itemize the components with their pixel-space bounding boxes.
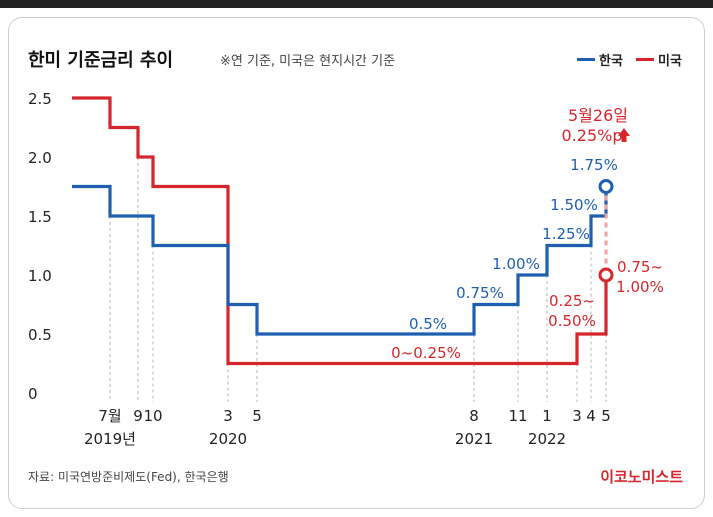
card-frame bbox=[8, 17, 705, 509]
x-tick-label: 7월 bbox=[98, 407, 121, 425]
x-tick-label: 3 bbox=[223, 407, 233, 425]
legend-item-korea: 한국 bbox=[577, 50, 623, 69]
data-label-korea: 1.25% bbox=[542, 225, 590, 243]
x-tick-label: 10 bbox=[143, 407, 162, 425]
data-label-usa: 1.00% bbox=[616, 278, 664, 296]
series-line-usa bbox=[72, 96, 608, 366]
data-label-usa: 0.25~ bbox=[549, 292, 595, 310]
data-label-korea: 1.00% bbox=[492, 255, 540, 273]
legend-label-usa: 미국 bbox=[658, 54, 682, 69]
x-tick-label: 8 bbox=[469, 407, 479, 425]
x-tick-label: 1 bbox=[542, 407, 552, 425]
x-year-label: 2022 bbox=[528, 430, 566, 448]
legend-label-korea: 한국 bbox=[599, 54, 623, 69]
y-tick-label: 0 bbox=[28, 385, 38, 403]
y-tick-label: 2.0 bbox=[28, 149, 52, 167]
x-tick-label: 5 bbox=[601, 407, 611, 425]
x-year-label: 2019년 bbox=[84, 430, 136, 448]
up-arrow-icon bbox=[618, 128, 630, 142]
data-label-korea: 1.75% bbox=[570, 156, 618, 174]
x-tick-label: 4 bbox=[586, 407, 596, 425]
unit-note: ※연 기준, 미국은 현지시간 기준 bbox=[220, 54, 396, 69]
legend-swatch-usa bbox=[636, 58, 654, 61]
source-note: 자료: 미국연방준비제도(Fed), 한국은행 bbox=[28, 470, 229, 484]
y-tick-label: 1.5 bbox=[28, 208, 52, 226]
top-bar bbox=[0, 0, 713, 8]
legend-item-usa: 미국 bbox=[636, 50, 682, 69]
x-tick-label: 9 bbox=[133, 407, 143, 425]
data-label-korea: 0.5% bbox=[409, 315, 447, 333]
page-title: 한미 기준금리 추이 bbox=[28, 50, 174, 71]
data-label-usa: 0.75~ bbox=[617, 258, 663, 276]
data-label-korea: 0.75% bbox=[456, 284, 504, 302]
x-tick-label: 5 bbox=[252, 407, 262, 425]
data-label-korea: 1.50% bbox=[550, 196, 598, 214]
legend-swatch-korea bbox=[577, 58, 595, 61]
x-tick-label: 11 bbox=[508, 407, 527, 425]
brand-logo: 이코노미스트 bbox=[600, 468, 683, 486]
y-tick-label: 0.5 bbox=[28, 326, 52, 344]
y-tick-label: 2.5 bbox=[28, 90, 52, 108]
end-point-usa bbox=[598, 267, 614, 283]
y-tick-label: 1.0 bbox=[28, 267, 52, 285]
data-label-usa: 0~0.25% bbox=[391, 344, 461, 362]
series-line-korea bbox=[72, 184, 608, 336]
x-year-label: 2020 bbox=[209, 430, 247, 448]
x-year-label: 2021 bbox=[455, 430, 493, 448]
end-point-korea bbox=[598, 179, 614, 194]
data-label-usa: 0.50% bbox=[548, 312, 596, 330]
x-tick-label: 3 bbox=[572, 407, 582, 425]
annotation-change: 0.25%p bbox=[562, 126, 623, 145]
annotation-date: 5월26일 bbox=[568, 106, 628, 125]
